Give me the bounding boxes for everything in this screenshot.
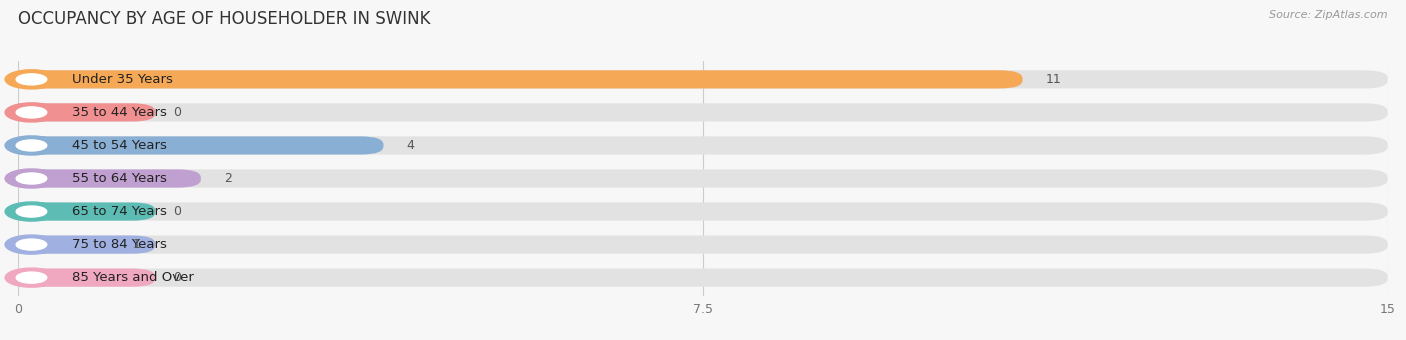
FancyBboxPatch shape [18,202,155,221]
Circle shape [17,140,46,151]
Text: 4: 4 [406,139,415,152]
Circle shape [6,169,58,188]
Text: 85 Years and Over: 85 Years and Over [72,271,194,284]
Circle shape [6,235,58,254]
FancyBboxPatch shape [18,169,201,188]
Circle shape [17,239,46,250]
Text: 0: 0 [173,205,181,218]
Text: 75 to 84 Years: 75 to 84 Years [72,238,166,251]
Text: 0: 0 [173,271,181,284]
Circle shape [17,107,46,118]
Text: 35 to 44 Years: 35 to 44 Years [72,106,166,119]
Circle shape [17,272,46,283]
Circle shape [6,70,58,89]
Text: 1: 1 [132,238,141,251]
FancyBboxPatch shape [18,136,1388,155]
FancyBboxPatch shape [18,269,155,287]
Circle shape [6,136,58,155]
Circle shape [6,268,58,287]
Text: Under 35 Years: Under 35 Years [72,73,173,86]
FancyBboxPatch shape [18,70,1022,88]
Circle shape [6,103,58,122]
Text: Source: ZipAtlas.com: Source: ZipAtlas.com [1270,10,1388,20]
Text: 45 to 54 Years: 45 to 54 Years [72,139,166,152]
FancyBboxPatch shape [18,70,1388,88]
FancyBboxPatch shape [18,269,1388,287]
FancyBboxPatch shape [18,236,1388,254]
Text: 2: 2 [224,172,232,185]
FancyBboxPatch shape [18,103,155,121]
Text: OCCUPANCY BY AGE OF HOUSEHOLDER IN SWINK: OCCUPANCY BY AGE OF HOUSEHOLDER IN SWINK [18,10,430,28]
Text: 55 to 64 Years: 55 to 64 Years [72,172,166,185]
Circle shape [6,202,58,221]
Circle shape [17,206,46,217]
Text: 65 to 74 Years: 65 to 74 Years [72,205,166,218]
FancyBboxPatch shape [18,169,1388,188]
FancyBboxPatch shape [18,136,384,155]
FancyBboxPatch shape [18,202,1388,221]
Text: 11: 11 [1046,73,1062,86]
FancyBboxPatch shape [18,236,155,254]
Circle shape [17,74,46,85]
Text: 0: 0 [173,106,181,119]
FancyBboxPatch shape [18,103,1388,121]
Circle shape [17,173,46,184]
